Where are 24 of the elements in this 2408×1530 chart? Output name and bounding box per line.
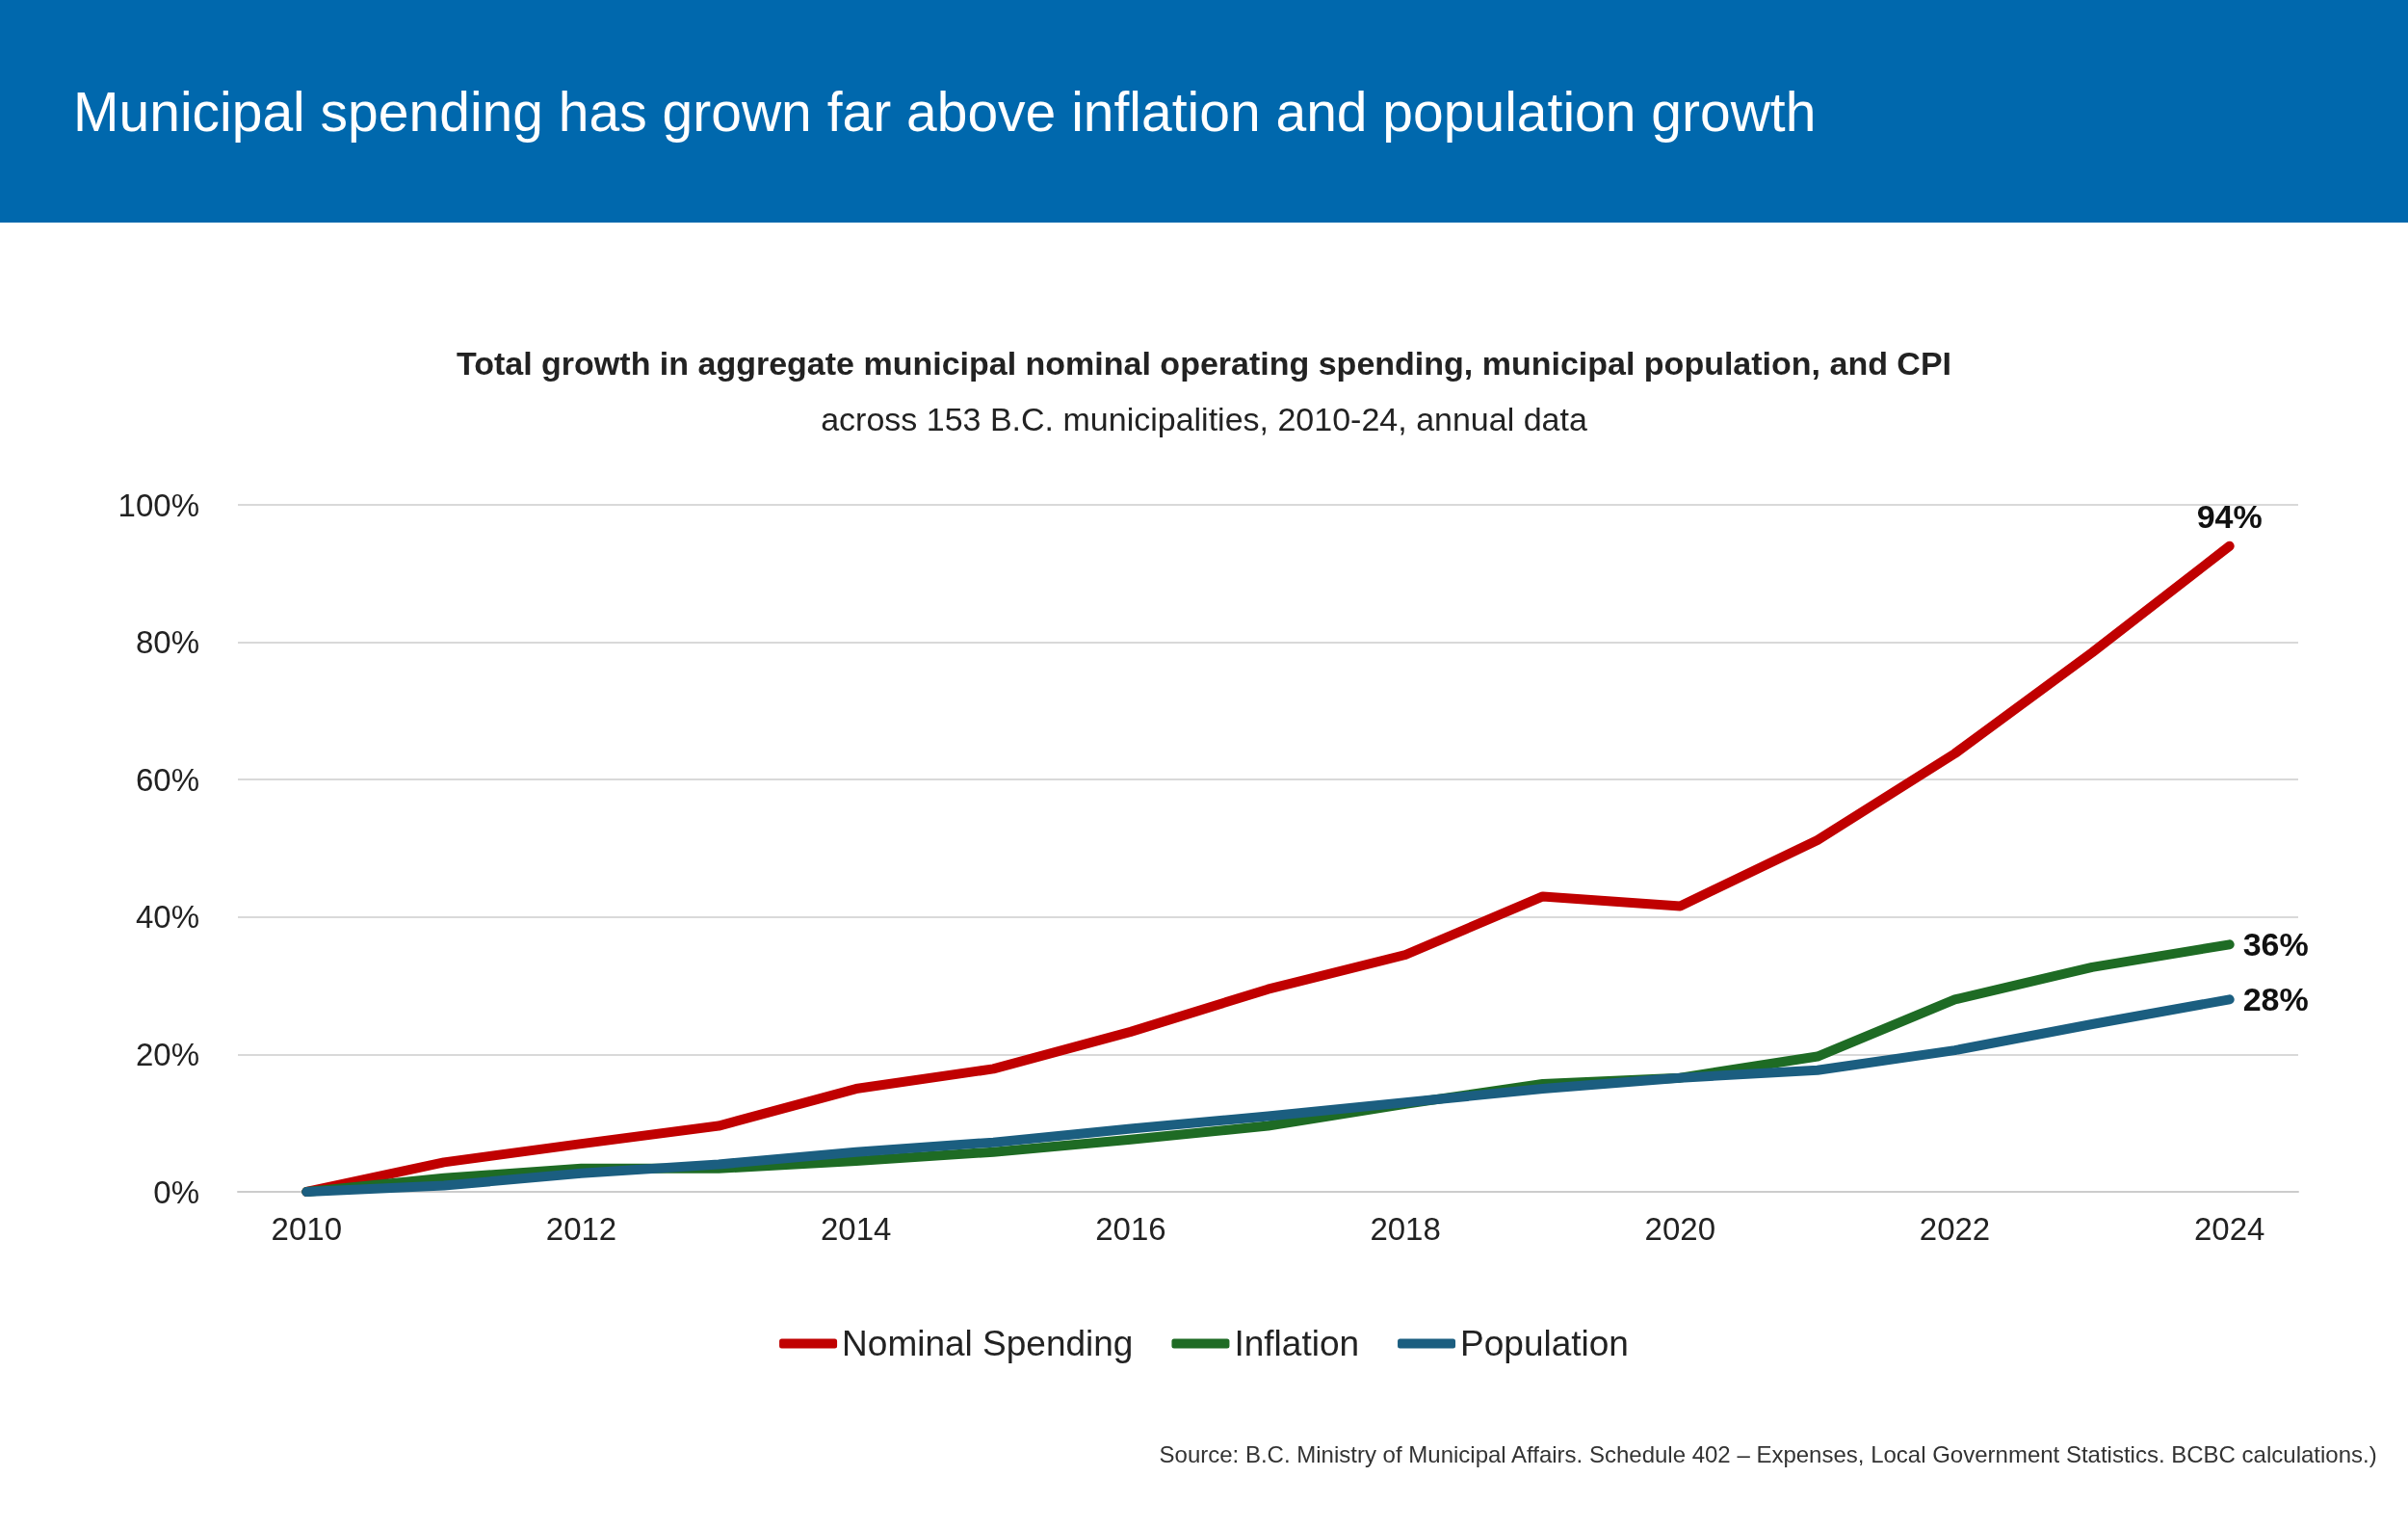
y-tick-label: 100% bbox=[118, 487, 199, 523]
chart-subtitle: Total growth in aggregate municipal nominal operating spending, municipal population, and CPI bbox=[456, 345, 1952, 382]
y-tick-label: 40% bbox=[135, 899, 199, 936]
x-tick-label: 2014 bbox=[820, 1211, 892, 1247]
legend-label: Population bbox=[1460, 1324, 1629, 1363]
x-tick-label: 2024 bbox=[2193, 1211, 2265, 1247]
x-tick-label: 2010 bbox=[271, 1211, 343, 1247]
legend-label: Nominal Spending bbox=[842, 1324, 1134, 1363]
legend-label: Inflation bbox=[1234, 1324, 1360, 1363]
data-label: 36% bbox=[2242, 926, 2309, 963]
data-label: 94% bbox=[2196, 497, 2263, 535]
y-tick-label: 60% bbox=[135, 761, 199, 798]
x-tick-label: 2020 bbox=[1644, 1211, 1716, 1247]
x-tick-label: 2012 bbox=[545, 1211, 617, 1247]
x-tick-label: 2016 bbox=[1095, 1211, 1166, 1247]
source-note: Source: B.C. Ministry of Municipal Affairs. Schedule 402 – Expenses, Local Government Statistics. BCBC calculations.) bbox=[1159, 1440, 2377, 1467]
x-tick-label: 2018 bbox=[1370, 1211, 1441, 1247]
text: across 153 B.C. municipalities, 2010-24, annual data bbox=[821, 401, 1587, 437]
data-label: 28% bbox=[2242, 981, 2309, 1018]
x-tick-label: 2022 bbox=[1919, 1211, 1991, 1247]
chart-title: Municipal spending has grown far above inflation and population growth bbox=[73, 79, 1817, 144]
y-tick-label: 20% bbox=[135, 1036, 199, 1072]
y-tick-label: 80% bbox=[135, 624, 199, 661]
y-tick-label: 0% bbox=[153, 1174, 199, 1210]
